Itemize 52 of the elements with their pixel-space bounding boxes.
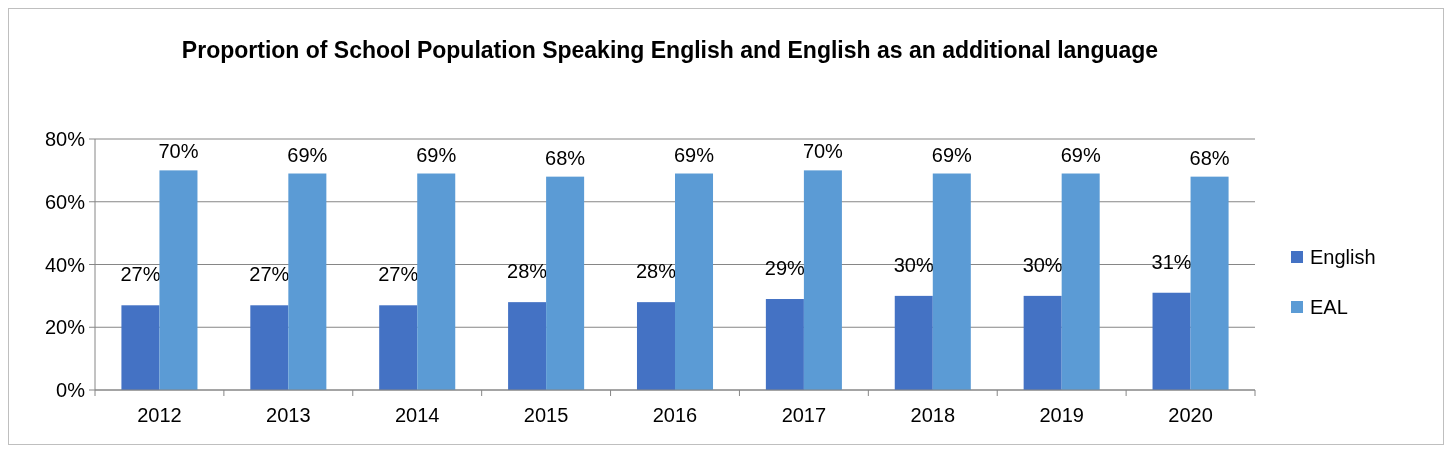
data-label: 68% bbox=[1189, 146, 1230, 169]
data-label: 28% bbox=[635, 260, 677, 283]
bar bbox=[636, 302, 675, 390]
x-tick-label: 2012 bbox=[137, 404, 182, 426]
bar bbox=[1023, 295, 1062, 390]
data-label: 27% bbox=[378, 263, 419, 286]
bar bbox=[675, 173, 714, 390]
x-tick-label: 2013 bbox=[266, 404, 311, 426]
legend-label: EAL bbox=[1310, 296, 1348, 318]
bar bbox=[288, 173, 327, 390]
data-label: 70% bbox=[158, 140, 199, 163]
y-tick-label: 20% bbox=[44, 316, 86, 339]
bar bbox=[121, 305, 160, 390]
data-label: 69% bbox=[931, 143, 973, 166]
legend-label: English bbox=[1310, 246, 1376, 268]
data-label: 68% bbox=[545, 146, 586, 169]
data-label: 69% bbox=[416, 143, 457, 166]
data-label: 70% bbox=[802, 140, 844, 163]
data-label: 30% bbox=[893, 253, 934, 276]
y-tick-label: 0% bbox=[56, 379, 86, 401]
x-tick-label: 2015 bbox=[523, 404, 569, 426]
x-tick-label: 2014 bbox=[394, 404, 440, 426]
data-label: 30% bbox=[1022, 253, 1063, 276]
x-tick-label: 2019 bbox=[1039, 404, 1084, 426]
bar bbox=[803, 170, 842, 390]
bar bbox=[379, 305, 418, 390]
y-tick-label: 80% bbox=[44, 128, 86, 150]
bar bbox=[417, 173, 456, 390]
bar bbox=[932, 173, 971, 390]
data-label: 27% bbox=[120, 263, 161, 286]
data-label: 31% bbox=[1151, 250, 1192, 273]
bar bbox=[546, 176, 585, 390]
x-tick-label: 2018 bbox=[910, 404, 956, 426]
chart-title: Proportion of School Population Speaking English and English as an additional language bbox=[181, 37, 1159, 63]
data-label: 69% bbox=[287, 143, 328, 166]
x-tick-label: 2017 bbox=[781, 404, 827, 426]
bar bbox=[1061, 173, 1100, 390]
bar bbox=[250, 305, 289, 390]
data-label: 69% bbox=[674, 143, 715, 166]
x-tick-label: 2016 bbox=[652, 404, 698, 426]
x-tick-label: 2020 bbox=[1168, 404, 1213, 426]
y-tick-label: 40% bbox=[44, 253, 86, 276]
bar bbox=[1190, 176, 1229, 390]
bar bbox=[508, 302, 547, 390]
data-label: 27% bbox=[249, 263, 290, 286]
bar bbox=[765, 299, 804, 390]
bar bbox=[1152, 292, 1191, 390]
bar bbox=[159, 170, 198, 390]
bar bbox=[894, 295, 933, 390]
data-label: 29% bbox=[764, 257, 806, 280]
y-tick-label: 60% bbox=[44, 190, 86, 213]
data-label: 69% bbox=[1060, 143, 1101, 166]
